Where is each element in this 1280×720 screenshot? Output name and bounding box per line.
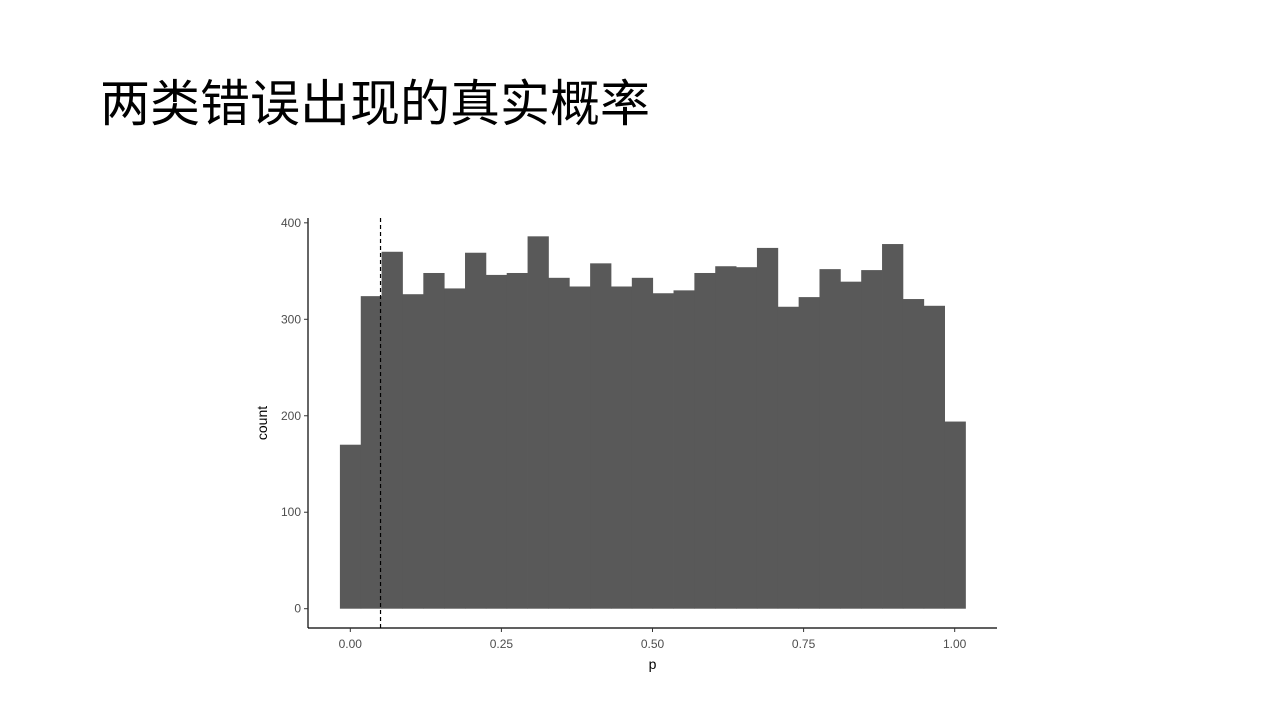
histogram-bar-8 xyxy=(506,272,528,609)
y-axis-ticks: 0 100 200 300 400 xyxy=(281,216,308,616)
histogram-bar-29 xyxy=(944,421,966,609)
x-tick-label-4: 1.00 xyxy=(943,637,967,651)
histogram-bar-1 xyxy=(360,296,383,609)
histogram-bar-5 xyxy=(444,288,466,609)
histogram-bar-22 xyxy=(798,297,820,609)
x-axis-ticks: 0.00 0.25 0.50 0.75 1.00 xyxy=(339,628,967,651)
histogram-bar-20 xyxy=(756,247,779,609)
histogram-bar-16 xyxy=(673,290,695,609)
histogram-bars xyxy=(339,236,966,609)
histogram-bar-23 xyxy=(819,269,841,609)
histogram-bar-18 xyxy=(715,266,737,609)
y-tick-label-2: 200 xyxy=(281,409,301,423)
histogram-bar-0 xyxy=(339,444,362,609)
x-tick-label-0: 0.00 xyxy=(339,637,363,651)
histogram-bar-24 xyxy=(840,281,862,609)
histogram-bar-12 xyxy=(590,263,612,609)
x-tick-label-1: 0.25 xyxy=(490,637,514,651)
histogram-bar-9 xyxy=(527,236,549,609)
slide-title: 两类错误出现的真实概率 xyxy=(100,75,650,133)
histogram-bar-10 xyxy=(548,277,570,609)
histogram-bar-15 xyxy=(652,293,674,609)
histogram-bar-11 xyxy=(569,286,591,609)
histogram-bar-28 xyxy=(923,305,945,609)
x-tick-label-3: 0.75 xyxy=(792,637,816,651)
histogram-bar-19 xyxy=(736,267,758,609)
histogram-bar-25 xyxy=(861,270,883,609)
histogram-bar-7 xyxy=(485,274,508,609)
x-axis-title: p xyxy=(649,656,657,672)
x-tick-label-2: 0.50 xyxy=(641,637,665,651)
histogram-bar-13 xyxy=(610,286,633,609)
y-tick-label-3: 300 xyxy=(281,312,301,326)
histogram-bar-21 xyxy=(777,306,800,609)
histogram-bar-14 xyxy=(631,277,654,609)
y-tick-label-0: 0 xyxy=(294,602,301,616)
histogram-bar-17 xyxy=(694,272,716,609)
y-axis-title: count xyxy=(254,406,270,440)
histogram-bar-4 xyxy=(423,272,445,609)
histogram-bar-27 xyxy=(902,299,925,609)
histogram-bar-3 xyxy=(402,294,424,609)
histogram-bar-2 xyxy=(381,251,403,609)
histogram-bar-26 xyxy=(882,244,904,609)
y-tick-label-1: 100 xyxy=(281,505,301,519)
histogram-bar-6 xyxy=(465,252,487,609)
y-tick-label-4: 400 xyxy=(281,216,301,230)
